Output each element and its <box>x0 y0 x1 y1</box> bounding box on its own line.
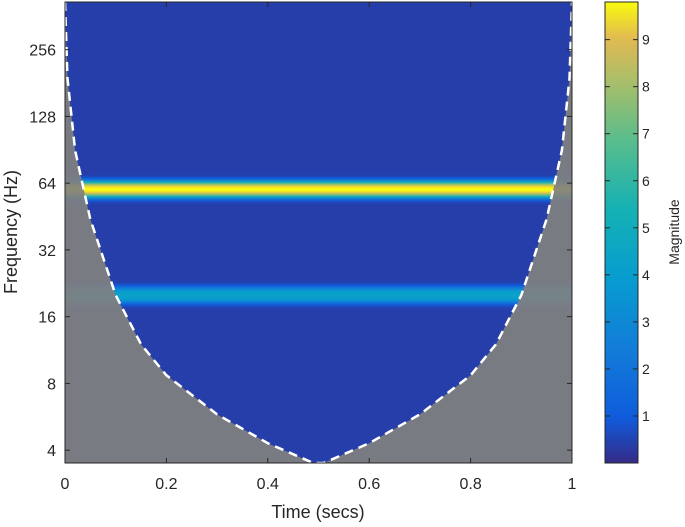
colorbar-tick-label: 1 <box>642 408 650 424</box>
y-tick-label: 256 <box>29 43 56 60</box>
colorbar-tick-label: 3 <box>642 314 650 330</box>
plot-area <box>65 2 572 463</box>
y-axis-ticks: 4 8 16 32 64 128 256 <box>29 43 572 460</box>
colorbar-tick-label: 2 <box>642 361 650 377</box>
y-tick-label: 32 <box>38 243 56 260</box>
colorbar-tick-label: 7 <box>642 126 650 142</box>
colorbar-tick-label: 5 <box>642 220 650 236</box>
y-tick-label: 16 <box>38 310 56 327</box>
colorbar-ticks: 1 2 3 4 5 6 7 8 9 <box>605 32 650 424</box>
colorbar-tick-label: 8 <box>642 79 650 95</box>
colorbar-tick-label: 4 <box>642 267 650 283</box>
plot-frame <box>64 1 573 464</box>
cone-of-influence-line <box>65 2 572 463</box>
x-axis-ticks: 0 0.2 0.4 0.6 0.8 1 <box>61 2 577 493</box>
colorbar-fill <box>604 1 639 464</box>
x-tick-label: 0 <box>61 476 70 493</box>
y-axis-label: Frequency (Hz) <box>1 170 21 294</box>
colorbar-tick-label: 9 <box>642 32 650 48</box>
y-tick-label: 128 <box>29 109 56 126</box>
y-tick-label: 64 <box>38 176 56 193</box>
y-tick-label: 8 <box>47 376 56 393</box>
colorbar: 1 2 3 4 5 6 7 8 9 Magnitude <box>604 1 682 464</box>
x-tick-label: 0.4 <box>257 476 279 493</box>
x-tick-label: 0.8 <box>459 476 481 493</box>
x-tick-label: 0.6 <box>358 476 380 493</box>
x-tick-label: 0.2 <box>155 476 177 493</box>
y-tick-label: 4 <box>47 443 56 460</box>
colorbar-tick-label: 6 <box>642 173 650 189</box>
colorbar-label: Magnitude <box>666 199 682 265</box>
cone-of-influence-shading <box>65 2 572 463</box>
x-tick-label: 1 <box>568 476 577 493</box>
x-axis-label: Time (secs) <box>271 502 364 522</box>
